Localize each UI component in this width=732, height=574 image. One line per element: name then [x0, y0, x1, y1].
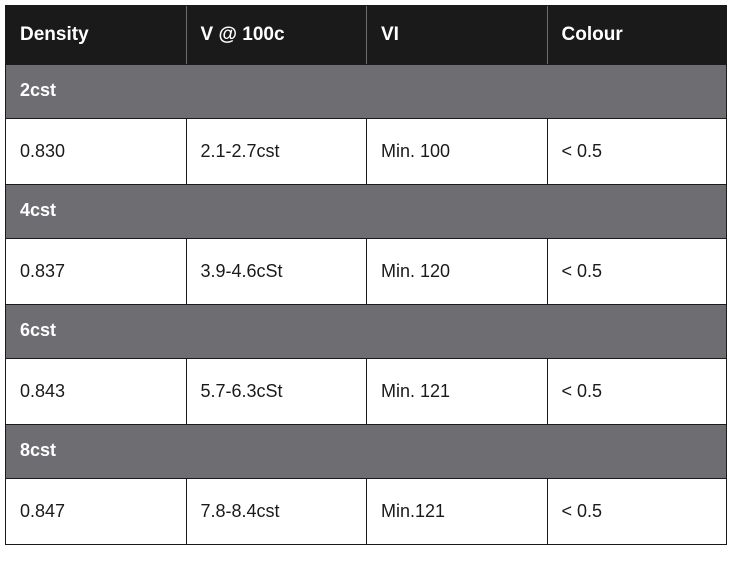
group-label-6cst: 6cst: [6, 304, 726, 358]
table-row: 0.837 3.9-4.6cSt Min. 120 < 0.5: [6, 238, 726, 304]
table-row: 0.843 5.7-6.3cSt Min. 121 < 0.5: [6, 358, 726, 424]
table-row: 0.847 7.8-8.4cst Min.121 < 0.5: [6, 478, 726, 544]
group-label-2cst: 2cst: [6, 64, 726, 118]
group-label-4cst: 4cst: [6, 184, 726, 238]
cell-colour: < 0.5: [548, 119, 727, 184]
table-header-row: Density V @ 100c VI Colour: [6, 6, 726, 64]
cell-density: 0.843: [6, 359, 187, 424]
column-header-density: Density: [6, 6, 187, 64]
cell-vi: Min.121: [367, 479, 548, 544]
cell-density: 0.837: [6, 239, 187, 304]
cell-colour: < 0.5: [548, 239, 727, 304]
cell-v100c: 2.1-2.7cst: [187, 119, 368, 184]
cell-vi: Min. 121: [367, 359, 548, 424]
cell-density: 0.830: [6, 119, 187, 184]
cell-v100c: 5.7-6.3cSt: [187, 359, 368, 424]
group-label-8cst: 8cst: [6, 424, 726, 478]
column-header-v100c: V @ 100c: [187, 6, 368, 64]
cell-colour: < 0.5: [548, 359, 727, 424]
column-header-vi: VI: [367, 6, 548, 64]
column-header-colour: Colour: [548, 6, 727, 64]
specification-table: Density V @ 100c VI Colour 2cst 0.830 2.…: [5, 5, 727, 545]
table-row: 0.830 2.1-2.7cst Min. 100 < 0.5: [6, 118, 726, 184]
cell-density: 0.847: [6, 479, 187, 544]
cell-colour: < 0.5: [548, 479, 727, 544]
cell-v100c: 7.8-8.4cst: [187, 479, 368, 544]
cell-vi: Min. 120: [367, 239, 548, 304]
cell-v100c: 3.9-4.6cSt: [187, 239, 368, 304]
cell-vi: Min. 100: [367, 119, 548, 184]
